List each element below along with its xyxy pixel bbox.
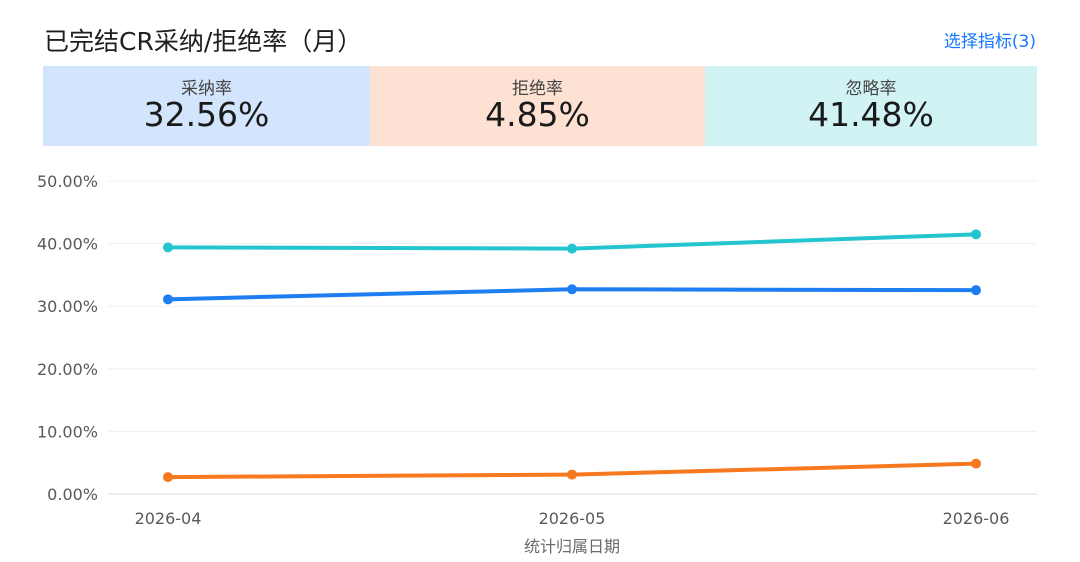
data-point [163,294,173,305]
kpi-card-ignore[interactable]: 忽略率 41.48% [705,66,1037,146]
data-point [567,243,577,254]
x-tick-label: 2026-04 [135,509,202,528]
y-tick-label: 10.00% [37,422,98,441]
x-axis-title: 统计归属日期 [524,537,620,556]
line-chart: 0.00% 10.00% 20.00% 30.00% 40.00% 50.00% 2026-… [37,172,1037,556]
x-tick-label: 2026-05 [539,509,606,528]
y-tick-label: 20.00% [37,360,98,379]
data-point [163,472,173,483]
kpi-value: 32.56% [143,95,270,134]
kpi-label: 拒绝率 [512,79,563,99]
kpi-card-reject[interactable]: 拒绝率 4.85% [370,66,705,146]
y-tick-label: 40.00% [37,235,98,254]
data-point [567,284,577,295]
data-point [971,229,981,240]
x-tick-label: 2026-06 [943,509,1010,528]
y-tick-label: 0.00% [47,485,98,504]
kpi-card-adopt[interactable]: 采纳率 32.56% [43,66,370,146]
kpi-value: 41.48% [808,95,934,134]
data-point [971,285,981,296]
select-metrics-button[interactable]: 选择指标(3) [943,32,1036,52]
chart-title: 已完结CR采纳/拒绝率（月） [44,27,363,56]
data-point [971,458,981,469]
kpi-row: 采纳率 32.56% 拒绝率 4.85% 忽略率 41.48% [43,66,1037,146]
kpi-label: 忽略率 [845,79,897,99]
data-point [163,242,173,253]
y-tick-label: 30.00% [37,297,98,316]
kpi-value: 4.85% [485,95,590,134]
data-point [567,469,577,480]
y-tick-label: 50.00% [37,172,98,191]
kpi-label: 采纳率 [181,79,232,99]
